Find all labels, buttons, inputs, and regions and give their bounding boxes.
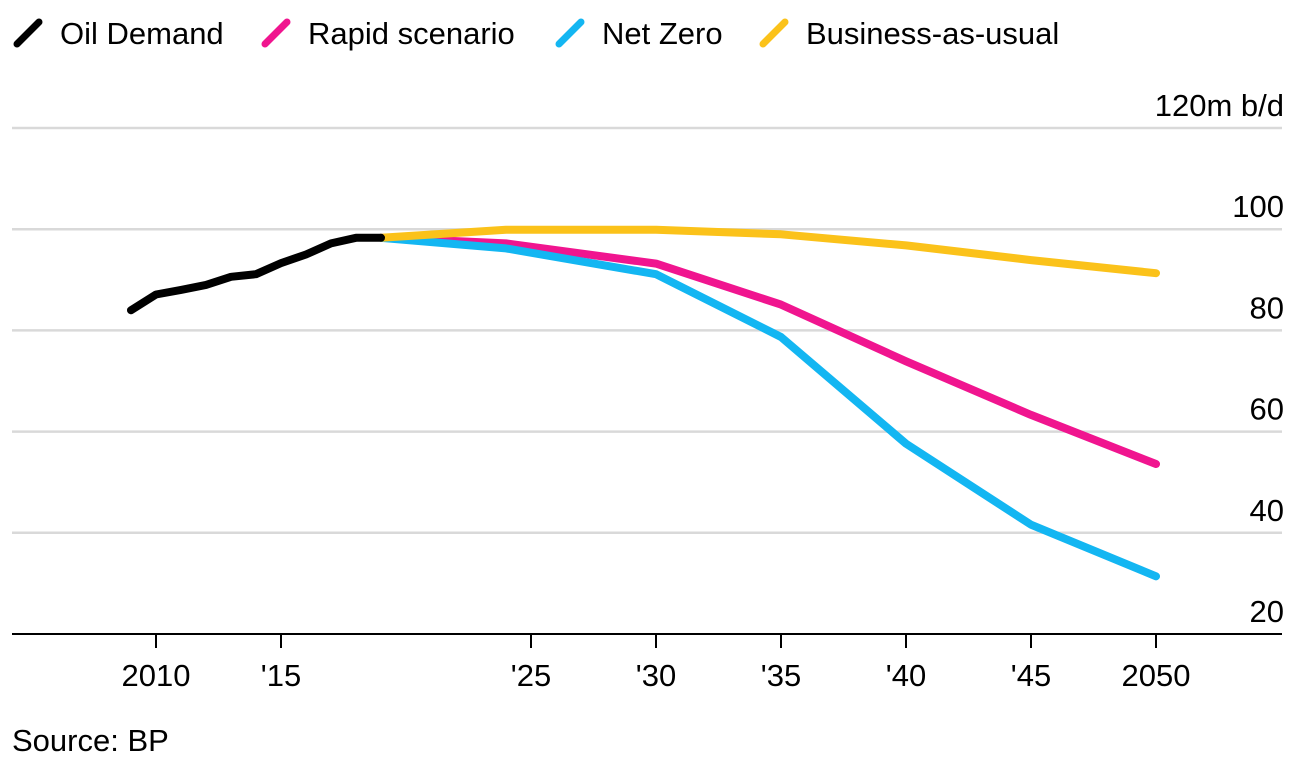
gridlines (12, 126, 1282, 535)
legend-label-oil-demand: Oil Demand (60, 16, 224, 51)
legend-label-rapid-scenario: Rapid scenario (308, 16, 515, 51)
legend-item-rapid-scenario: Rapid scenario (261, 16, 515, 51)
y-tick-label-40: 40 (1250, 493, 1284, 528)
x-axis: 2010 '15 '25 '30 '35 '40 '45 2050 (12, 633, 1282, 693)
legend-swatch-oil-demand (13, 18, 43, 48)
source-note: Source: BP (12, 723, 169, 758)
series-line-business-as-usual (377, 225, 1160, 278)
legend: Oil Demand Rapid scenario Net Zero Business… (13, 16, 1059, 51)
series-line-oil-demand (127, 233, 385, 315)
x-tick-label-2050: 2050 (1122, 658, 1191, 693)
x-tick-label-2040: '40 (886, 658, 926, 693)
legend-item-oil-demand: Oil Demand (13, 16, 224, 51)
legend-label-business-as-usual: Business-as-usual (806, 16, 1059, 51)
x-tick-label-2030: '30 (636, 658, 676, 693)
x-tick-label-2035: '35 (761, 658, 801, 693)
legend-swatch-net-zero (555, 18, 585, 48)
legend-swatch-business-as-usual (759, 18, 789, 48)
y-tick-label-100: 100 (1232, 189, 1284, 224)
x-tick-label-2025: '25 (511, 658, 551, 693)
x-tick-label-2045: '45 (1011, 658, 1051, 693)
series-line-rapid-scenario (377, 233, 1160, 468)
x-tick-label-2010: 2010 (122, 658, 191, 693)
y-tick-label-20: 20 (1250, 594, 1284, 629)
y-tick-label-80: 80 (1250, 290, 1284, 325)
legend-swatch-rapid-scenario (261, 18, 291, 48)
series-lines (127, 225, 1160, 581)
y-tick-label-120: 120m b/d (1155, 88, 1284, 123)
y-tick-label-60: 60 (1250, 392, 1284, 427)
y-axis-ticks: 120m b/d 100 80 60 40 20 (1155, 88, 1284, 629)
series-line-net-zero (377, 233, 1160, 581)
legend-item-net-zero: Net Zero (555, 16, 723, 51)
x-tick-label-2015: '15 (261, 658, 301, 693)
legend-label-net-zero: Net Zero (602, 16, 723, 51)
legend-item-business-as-usual: Business-as-usual (759, 16, 1059, 51)
